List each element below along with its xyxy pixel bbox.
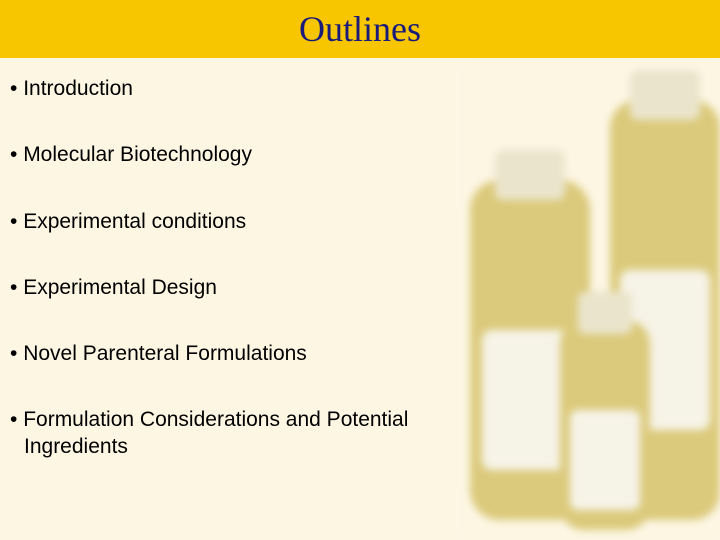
bullet-item: • Formulation Considerations and Potenti… [10, 407, 710, 460]
slide: Outlines • Introduction • Molecular Biot… [0, 0, 720, 540]
bullet-text: Experimental Design [23, 276, 217, 299]
bullet-text: Molecular Biotechnology [23, 143, 252, 166]
bullet-item: • Introduction [10, 76, 710, 102]
bullet-item: • Experimental conditions [10, 209, 710, 235]
bullet-continuation: Ingredients [10, 434, 710, 460]
slide-title: Outlines [299, 8, 421, 50]
bullet-item: • Novel Parenteral Formulations [10, 341, 710, 367]
bullet-text: Introduction [23, 77, 133, 100]
bullet-text: Novel Parenteral Formulations [23, 342, 307, 365]
bullet-item: • Molecular Biotechnology [10, 142, 710, 168]
title-bar: Outlines [0, 0, 720, 58]
bullet-list: • Introduction • Molecular Biotechnology… [0, 58, 720, 460]
bullet-text: Formulation Considerations and Potential [23, 408, 408, 431]
bullet-text: Experimental conditions [23, 210, 246, 233]
bullet-item: • Experimental Design [10, 275, 710, 301]
